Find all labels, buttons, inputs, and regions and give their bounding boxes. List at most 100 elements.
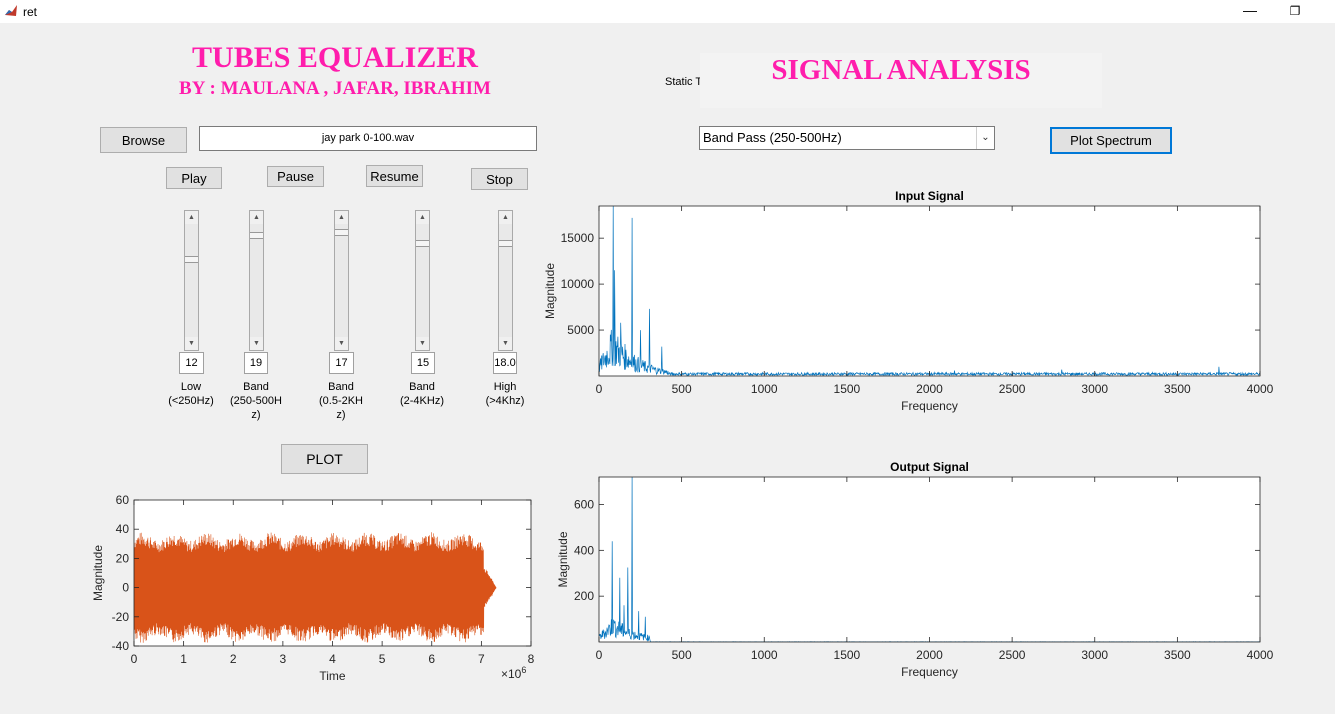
slider-thumb[interactable] (335, 229, 348, 237)
minimize-icon[interactable]: — (1243, 2, 1257, 18)
input-signal-axes: 0 500 1000 1500 2000 2500 3000 3500 4000 5000 1000… (543, 189, 1274, 413)
x-tick-label: 5 (379, 652, 386, 666)
slider-thumb[interactable] (416, 239, 429, 247)
eq-band-label-line: (>4Khz) (485, 395, 525, 407)
slider-up-arrow-icon[interactable]: ▲ (250, 211, 263, 224)
slider-down-arrow-icon[interactable]: ▼ (250, 337, 263, 350)
slider-up-arrow-icon[interactable]: ▲ (499, 211, 512, 224)
x-exponent-power: 6 (521, 665, 526, 675)
x-tick-label: 0 (131, 652, 138, 666)
analysis-title: SIGNAL ANALYSIS (771, 54, 1031, 86)
y-tick-label: -20 (112, 610, 130, 624)
analysis-title-panel (700, 53, 1102, 108)
plot-button[interactable]: PLOT (281, 444, 368, 474)
x-tick-label: 2500 (999, 382, 1026, 396)
restore-icon[interactable]: ❐ (1289, 4, 1301, 18)
y-tick-label: 200 (574, 589, 594, 603)
filter-select-value: Band Pass (250-500Hz) (703, 130, 842, 145)
x-tick-label: 3500 (1164, 648, 1191, 662)
stop-button[interactable]: Stop (471, 168, 528, 190)
y-tick-label: 0 (122, 581, 129, 595)
resume-button[interactable]: Resume (366, 165, 423, 187)
y-tick-label: 20 (116, 551, 130, 565)
x-exponent-label: ×106 (501, 665, 526, 681)
x-tick-label: 0 (596, 648, 603, 662)
slider-up-arrow-icon[interactable]: ▲ (185, 211, 198, 224)
slider-thumb[interactable] (250, 232, 263, 240)
eq-band-label-line: (2-4KHz) (399, 395, 444, 407)
eq-value-field-1[interactable]: 12 (179, 352, 204, 374)
x-tick-label: 3500 (1164, 382, 1191, 396)
eq-band-label-line: Band (243, 381, 269, 393)
x-tick-label: 4000 (1247, 648, 1274, 662)
pause-button[interactable]: Pause (267, 166, 324, 187)
slider-down-arrow-icon[interactable]: ▼ (185, 337, 198, 350)
eq-value-field-4[interactable]: 15 (411, 352, 435, 374)
signal-line (134, 532, 497, 643)
x-tick-label: 4000 (1247, 382, 1274, 396)
slider-up-arrow-icon[interactable]: ▲ (335, 211, 348, 224)
chevron-down-icon[interactable]: ⌄ (976, 127, 994, 149)
browse-button[interactable]: Browse (100, 127, 187, 153)
y-tick-label: 10000 (561, 277, 595, 291)
eq-band-label-5: High (>4Khz) (475, 380, 535, 408)
x-tick-label: 4 (329, 652, 336, 666)
slider-thumb[interactable] (185, 255, 198, 263)
y-tick-label: 15000 (561, 231, 595, 245)
x-tick-label: 2500 (999, 648, 1026, 662)
filter-select[interactable]: Band Pass (250-500Hz) ⌄ (699, 126, 995, 150)
x-tick-label: 1000 (751, 648, 778, 662)
eq-band-label-line: Band (328, 381, 354, 393)
x-tick-label: 7 (478, 652, 485, 666)
eq-value-field-5[interactable]: 18.0 (493, 352, 517, 374)
output-signal-axes: 0 500 1000 1500 2000 2500 3000 3500 4000 200 400 60… (556, 460, 1274, 679)
y-tick-label: 5000 (567, 323, 594, 337)
eq-slider-4[interactable]: ▲ ▼ (415, 210, 430, 351)
eq-slider-5[interactable]: ▲ ▼ (498, 210, 513, 351)
eq-slider-3[interactable]: ▲ ▼ (334, 210, 349, 351)
x-tick-label: 500 (672, 648, 692, 662)
slider-down-arrow-icon[interactable]: ▼ (499, 337, 512, 350)
eq-band-label-line: (<250Hz) (168, 395, 214, 407)
x-tick-label: 8 (528, 652, 535, 666)
y-tick-label: 400 (574, 543, 594, 557)
x-axis-label: Frequency (901, 665, 958, 679)
eq-slider-2[interactable]: ▲ ▼ (249, 210, 264, 351)
y-axis-label: Magnitude (91, 545, 105, 601)
y-axis-label: Magnitude (556, 531, 570, 587)
time-signal-axes: 0 1 2 3 4 5 6 7 8 -40 -20 0 20 40 60 Time Magnitude ×106 (91, 493, 535, 683)
x-tick-label: 2000 (916, 382, 943, 396)
y-tick-label: 600 (574, 498, 594, 512)
eq-value-field-2[interactable]: 19 (244, 352, 268, 374)
y-tick-label: -40 (112, 639, 130, 653)
play-button[interactable]: Play (166, 167, 222, 189)
eq-band-label-line: (0.5-2KH (318, 395, 364, 407)
eq-value-field-3[interactable]: 17 (329, 352, 354, 374)
matlab-icon (4, 4, 18, 18)
authors-text: BY : MAULANA , JAFAR, IBRAHIM (179, 78, 491, 99)
slider-down-arrow-icon[interactable]: ▼ (335, 337, 348, 350)
x-tick-label: 1500 (834, 382, 861, 396)
eq-band-label-line: z) (336, 409, 346, 421)
eq-band-label-4: Band (2-4KHz) (392, 380, 452, 408)
x-tick-label: 2 (230, 652, 237, 666)
eq-band-label-1: Low (<250Hz) (161, 380, 221, 408)
x-tick-label: 1 (180, 652, 187, 666)
x-tick-label: 0 (596, 382, 603, 396)
x-tick-label: 3000 (1081, 648, 1108, 662)
slider-down-arrow-icon[interactable]: ▼ (416, 337, 429, 350)
eq-band-label-3: Band (0.5-2KH z) (311, 380, 371, 422)
x-tick-label: 1000 (751, 382, 778, 396)
filename-field[interactable]: jay park 0-100.wav (199, 126, 537, 151)
x-tick-label: 3 (280, 652, 287, 666)
eq-band-label-line: Band (409, 381, 435, 393)
y-tick-label: 40 (116, 522, 130, 536)
slider-thumb[interactable] (499, 239, 512, 247)
slider-up-arrow-icon[interactable]: ▲ (416, 211, 429, 224)
y-tick-label: 60 (116, 493, 130, 507)
eq-slider-1[interactable]: ▲ ▼ (184, 210, 199, 351)
plot-area (599, 206, 1260, 376)
eq-band-label-line: Low (180, 381, 202, 393)
main-title: TUBES EQUALIZER (192, 41, 478, 74)
plot-spectrum-button[interactable]: Plot Spectrum (1050, 127, 1172, 154)
